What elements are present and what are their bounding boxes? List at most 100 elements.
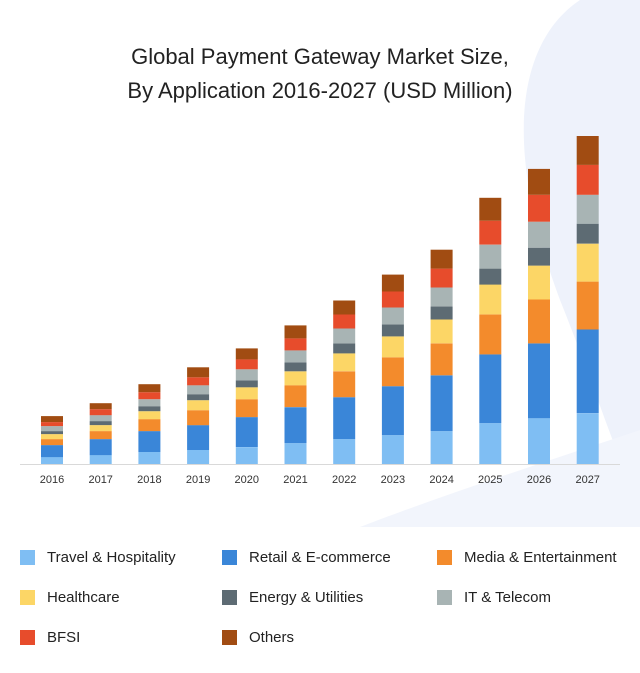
bar-segment-2018-s4 [138,406,161,412]
legend-swatch [222,589,237,605]
bar-segment-2026-s4 [528,247,550,266]
bar-segment-2016-s5 [41,426,63,432]
bar-segment-2025-s0 [479,423,502,464]
bar-segment-2018-s0 [138,452,161,464]
bar-segment-2021-s2 [284,385,307,408]
bar-segment-2023-s0 [381,435,404,464]
bar-segment-2021-s4 [284,362,307,372]
bar-segment-2025-s5 [479,244,502,269]
bar-segment-2024-s7 [430,249,453,269]
x-tick-label-2021: 2021 [283,474,307,486]
bar-segment-2016-s7 [41,416,63,423]
bar-segment-2022-s3 [333,353,356,372]
bar-segment-2027-s5 [576,194,599,224]
bar-segment-2022-s7 [333,300,356,315]
bar-segment-2026-s7 [528,168,550,195]
bars-layer [41,136,599,464]
bar-segment-2020-s6 [235,359,258,370]
chart-legend: Travel & Hospitality Retail & E-commerce M… [0,527,640,673]
legend-swatch [222,549,237,565]
x-tick-label-2018: 2018 [137,474,161,486]
bar-segment-2017-s4 [89,421,112,426]
bar-segment-2017-s7 [89,403,112,410]
x-tick-label-2019: 2019 [186,474,210,486]
bar-segment-2026-s0 [528,418,550,464]
bar-segment-2023-s7 [381,274,404,292]
bar-segment-2016-s6 [41,422,63,427]
bar-segment-2016-s1 [41,445,63,458]
bar-segment-2023-s3 [381,336,404,358]
bar-segment-2019-s7 [187,367,210,378]
bar-segment-2018-s5 [138,399,161,407]
x-tick-label-2020: 2020 [235,474,259,486]
bar-segment-2019-s5 [187,385,210,395]
bar-segment-2020-s4 [235,380,258,388]
legend-swatch [20,629,35,645]
bar-segment-2024-s3 [430,319,453,344]
x-tick-label-2024: 2024 [429,474,453,486]
bar-segment-2021-s0 [284,443,307,464]
legend-item-0: Travel & Hospitality [20,547,176,567]
bar-segment-2016-s2 [41,439,63,446]
bar-segment-2021-s7 [284,325,307,339]
bar-segment-2026-s5 [528,221,550,248]
bar-segment-2025-s6 [479,220,502,245]
legend-label: Others [249,628,295,646]
x-tick-label-2027: 2027 [575,474,599,486]
bar-segment-2024-s2 [430,343,453,376]
bar-segment-2020-s2 [235,399,258,418]
bar-segment-2018-s7 [138,384,161,393]
bar-segment-2027-s2 [576,281,599,330]
bar-segment-2016-s3 [41,434,63,440]
bar-segment-2018-s1 [138,431,161,452]
bar-segment-2016-s4 [41,431,63,435]
x-tick-label-2026: 2026 [527,474,551,486]
bar-segment-2025-s1 [479,354,502,424]
bar-segment-2024-s4 [430,306,453,320]
bar-segment-2018-s3 [138,411,161,420]
bar-segment-2025-s3 [479,284,502,315]
bar-segment-2024-s0 [430,431,453,464]
bar-segment-2021-s3 [284,371,307,386]
bar-segment-2019-s4 [187,394,210,401]
legend-swatch [20,549,35,565]
bar-segment-2019-s1 [187,425,210,450]
bar-segment-2021-s5 [284,350,307,363]
bar-segment-2020-s1 [235,417,258,447]
legend-swatch [437,549,452,565]
bar-segment-2025-s4 [479,268,502,285]
x-tick-label-2022: 2022 [332,474,356,486]
bar-segment-2021-s6 [284,338,307,351]
bar-segment-2024-s5 [430,287,453,307]
chart-card: Global Payment Gateway Market Size, By A… [20,0,640,527]
bar-segment-2023-s4 [381,324,404,337]
legend-label: BFSI [47,628,81,646]
bar-segment-2027-s3 [576,243,599,282]
bar-segment-2022-s6 [333,314,356,329]
bar-segment-2025-s2 [479,314,502,355]
bar-segment-2017-s5 [89,415,112,422]
bar-segment-2027-s0 [576,413,599,464]
legend-item-3: Healthcare [20,587,120,607]
legend-item-7: Others [222,627,294,647]
bar-segment-2027-s7 [576,136,599,165]
bar-segment-2020-s3 [235,387,258,400]
legend-swatch [20,589,35,605]
bar-segment-2027-s4 [576,223,599,244]
bar-segment-2017-s6 [89,409,112,416]
stacked-bar-chart: 2016 2017 2018 2019 2020 2021 2022 2023 2024 2025… [20,136,620,486]
bar-segment-2020-s7 [235,348,258,360]
bar-segment-2023-s1 [381,386,404,436]
legend-item-1: Retail & E-commerce [222,547,391,567]
bar-segment-2017-s1 [89,439,112,456]
bar-segment-2016-s0 [41,457,63,464]
legend-item-2: Media & Entertainment [437,547,617,567]
bar-segment-2019-s6 [187,377,210,386]
bar-segment-2023-s2 [381,357,404,387]
bar-segment-2019-s2 [187,410,210,426]
bar-segment-2017-s0 [89,455,112,464]
bar-segment-2027-s1 [576,329,599,414]
bar-segment-2022-s4 [333,343,356,354]
legend-swatch [437,589,452,605]
chart-title-line-2: By Application 2016-2027 (USD Million) [127,78,513,103]
